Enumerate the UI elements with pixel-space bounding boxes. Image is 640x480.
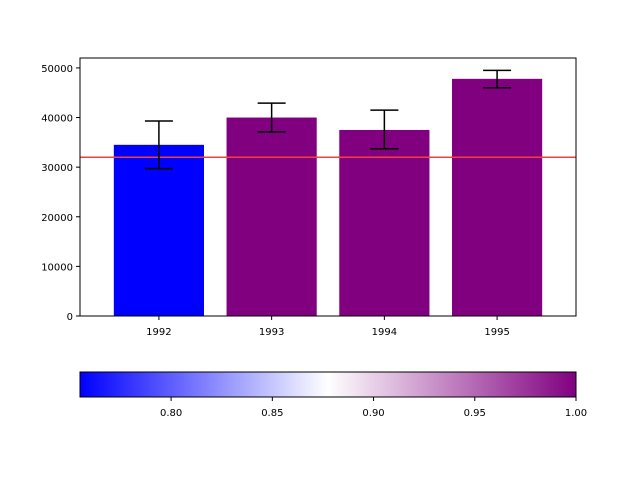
plot-frame — [79, 57, 577, 317]
error-bar-1995 — [483, 69, 512, 89]
colorbar-gradient — [79, 371, 577, 398]
y-axis: 0 10000 20000 30000 40000 50000 — [41, 64, 80, 323]
bar-1994 — [339, 129, 430, 316]
bar-1993 — [226, 117, 317, 317]
colorbar-tick-label: 0.90 — [362, 408, 384, 419]
x-tick-label: 1993 — [259, 327, 284, 338]
bar-1995 — [452, 78, 543, 316]
colorbar-tick-label: 1.00 — [565, 408, 587, 419]
x-tick-label: 1994 — [372, 327, 397, 338]
colorbar-tick-label: 0.85 — [261, 408, 283, 419]
y-tick-label: 20000 — [41, 213, 73, 224]
y-tick-label: 30000 — [41, 163, 73, 174]
bar-1992 — [113, 144, 204, 316]
y-tick-label: 50000 — [41, 64, 73, 75]
x-axis: 1992 1993 1994 1995 — [146, 316, 510, 338]
bars — [113, 78, 543, 317]
colorbar: 0.80 0.85 0.90 0.95 1.00 — [79, 371, 587, 419]
error-bar-1994 — [370, 109, 399, 150]
colorbar-tick-label: 0.80 — [160, 408, 182, 419]
error-bars — [144, 69, 512, 170]
error-bar-1993 — [257, 102, 286, 133]
y-tick-label: 40000 — [41, 114, 73, 125]
x-tick-label: 1992 — [146, 327, 171, 338]
y-tick-label: 0 — [67, 312, 73, 323]
error-bar-1992 — [144, 120, 173, 170]
y-tick-label: 10000 — [41, 262, 73, 273]
colorbar-axis: 0.80 0.85 0.90 0.95 1.00 — [160, 397, 587, 419]
colorbar-tick-label: 0.95 — [464, 408, 486, 419]
x-tick-label: 1995 — [484, 327, 509, 338]
